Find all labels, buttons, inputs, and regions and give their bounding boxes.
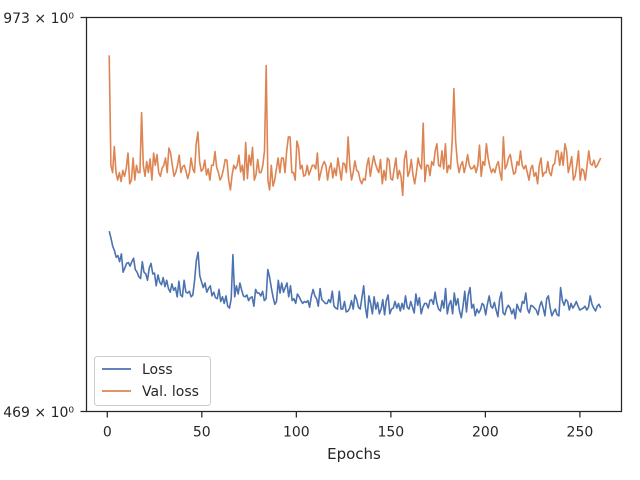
y-tick-label-top: 973 × 10⁰ bbox=[3, 11, 74, 27]
y-axis: 973 × 10⁰ 469 × 10⁰ bbox=[3, 11, 87, 421]
x-tick-label-50: 50 bbox=[193, 425, 211, 441]
legend-label-loss: Loss bbox=[142, 362, 173, 378]
series-layer bbox=[108, 55, 602, 320]
x-tick-label-100: 100 bbox=[283, 425, 310, 441]
x-tick-label-0: 0 bbox=[103, 425, 112, 441]
y-tick-label-bottom: 469 × 10⁰ bbox=[3, 405, 74, 421]
series-line-val-loss bbox=[108, 55, 602, 197]
legend-label-val-loss: Val. loss bbox=[142, 384, 199, 400]
series-line-loss bbox=[108, 231, 602, 320]
plot-frame bbox=[85, 16, 623, 413]
x-axis: 0 50 100 150 200 250 bbox=[103, 411, 594, 441]
legend: Loss Val. loss bbox=[94, 356, 211, 406]
x-axis-label: Epochs bbox=[327, 445, 381, 463]
x-tick-label-250: 250 bbox=[567, 425, 594, 441]
x-tick-label-150: 150 bbox=[377, 425, 404, 441]
x-tick-label-200: 200 bbox=[472, 425, 499, 441]
